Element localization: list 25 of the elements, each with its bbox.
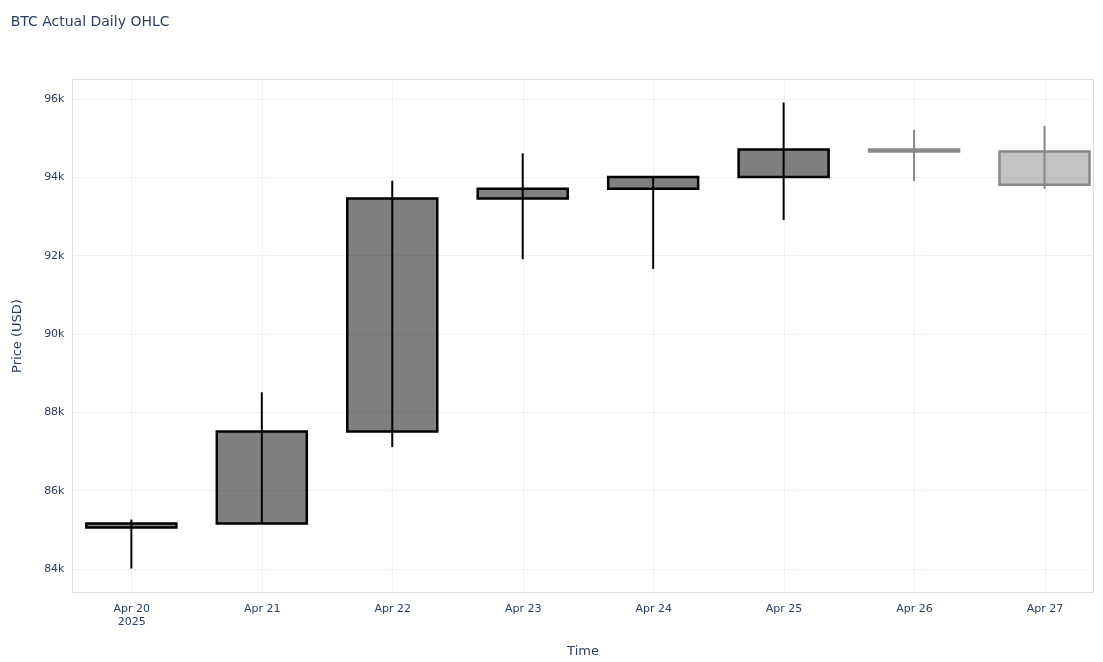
y-tick-label: 94k	[44, 170, 66, 184]
x-tick-label: Apr 20 2025	[113, 601, 151, 628]
candlestick	[998, 124, 1091, 190]
candlestick	[737, 101, 830, 221]
x-axis-title: Time	[566, 642, 599, 658]
y-tick-label: 96k	[44, 92, 66, 106]
x-tick-label: Apr 26	[896, 601, 933, 615]
candlestick	[215, 391, 309, 525]
y-tick-label: 90k	[44, 327, 66, 341]
candlestick	[867, 128, 961, 182]
x-tick-label: Apr 24	[635, 601, 672, 615]
y-tick-label: 84k	[44, 562, 66, 575]
x-tick-label: Apr 27	[1026, 601, 1064, 615]
y-tick-label: 92k	[44, 248, 66, 262]
y-axis-title: Price (USD)	[9, 299, 25, 373]
y-tick-label: 86k	[44, 483, 66, 497]
y-tick-label: 88k	[44, 405, 66, 419]
candlestick	[85, 518, 178, 570]
x-tick-label: Apr 25	[765, 601, 803, 615]
x-tick-label: Apr 21	[244, 601, 281, 615]
chart-title: BTC Actual Daily OHLC	[10, 13, 170, 29]
x-tick-label: Apr 22	[374, 601, 412, 615]
candlestick	[476, 152, 569, 261]
x-tick-label: Apr 23	[504, 601, 542, 615]
candlestick	[606, 175, 700, 270]
